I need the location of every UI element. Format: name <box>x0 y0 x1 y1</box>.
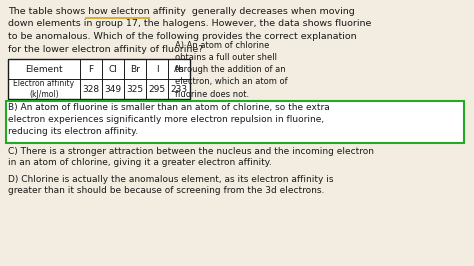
Bar <box>8 59 190 99</box>
Text: D) Chlorine is actually the anomalous element, as its electron affinity is
great: D) Chlorine is actually the anomalous el… <box>8 174 334 195</box>
Text: 349: 349 <box>104 85 121 94</box>
Text: C) There is a stronger attraction between the nucleus and the incoming electron
: C) There is a stronger attraction betwee… <box>8 147 374 167</box>
Text: down elements in group 17, the halogens. However, the data shows fluorine: down elements in group 17, the halogens.… <box>8 19 371 28</box>
Text: for the lower electron affinity of fluorine?: for the lower electron affinity of fluor… <box>8 44 203 53</box>
Text: 295: 295 <box>148 85 165 94</box>
Text: As: As <box>173 64 184 73</box>
Text: 325: 325 <box>127 85 144 94</box>
Text: 328: 328 <box>82 85 100 94</box>
Text: The table shows how electron affinity  generally decreases when moving: The table shows how electron affinity ge… <box>8 7 355 16</box>
Text: Br: Br <box>130 64 140 73</box>
Text: B) An atom of fluorine is smaller than an atom of chlorine, so the extra
electro: B) An atom of fluorine is smaller than a… <box>8 103 330 136</box>
Text: A) An atom of chlorine
obtains a full outer shell
through the addition of an
ele: A) An atom of chlorine obtains a full ou… <box>175 41 288 99</box>
Text: I: I <box>155 64 158 73</box>
Text: F: F <box>89 64 93 73</box>
Text: Cl: Cl <box>109 64 118 73</box>
Text: Electron affinity
(kJ/mol): Electron affinity (kJ/mol) <box>13 79 74 99</box>
Bar <box>6 101 464 143</box>
Text: Element: Element <box>25 64 63 73</box>
Text: to be anomalous. Which of the following provides the correct explanation: to be anomalous. Which of the following … <box>8 32 356 41</box>
Bar <box>8 59 190 99</box>
Text: 233: 233 <box>171 85 188 94</box>
